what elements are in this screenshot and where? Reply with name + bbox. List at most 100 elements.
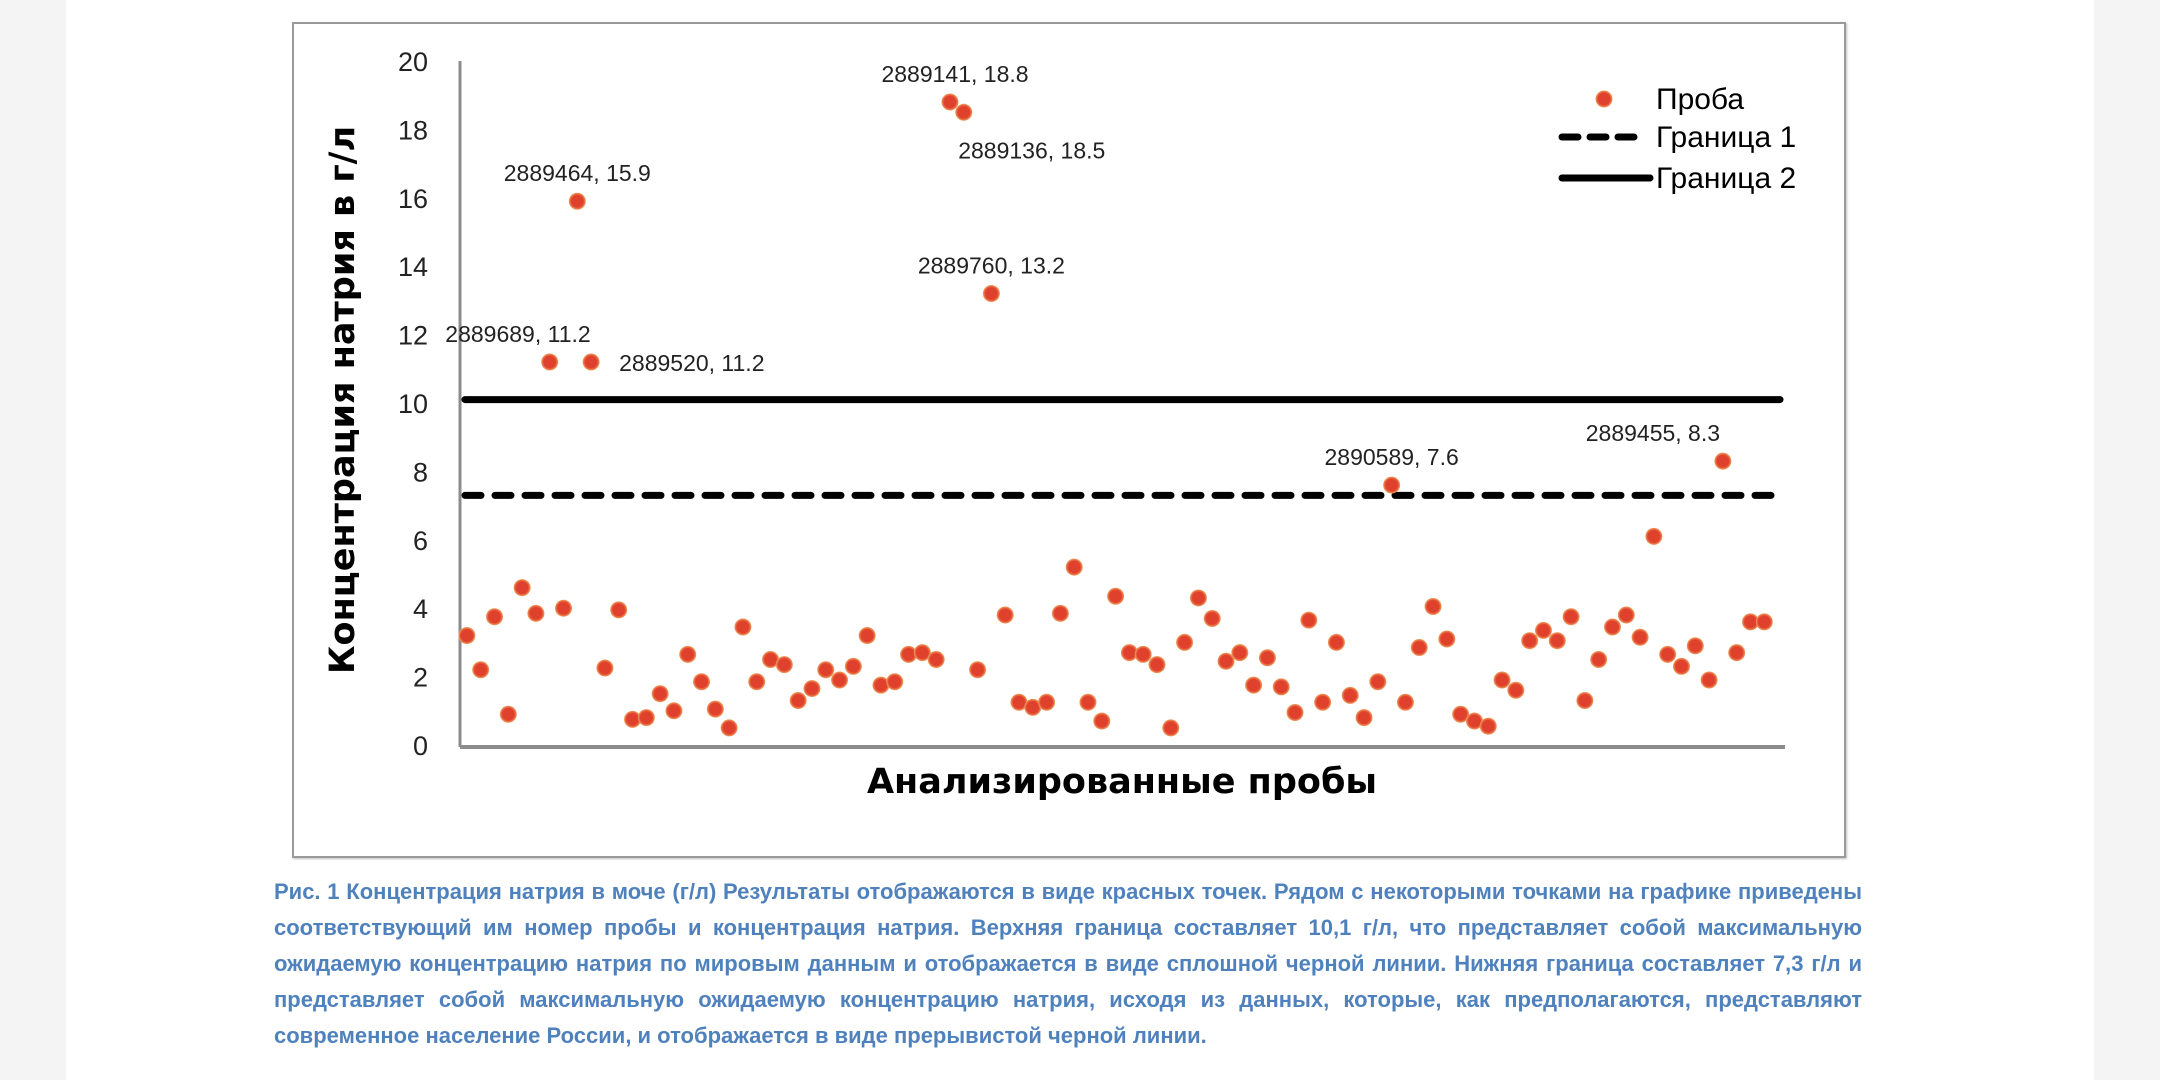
data-point [1383,476,1401,494]
data-point [541,353,559,371]
data-point [1272,678,1290,696]
data-point [1396,693,1414,711]
legend-label: Проба [1656,83,1744,116]
data-point [1134,645,1152,663]
data-point [1562,608,1580,626]
y-tick-label: 6 [413,526,428,556]
data-point [1645,527,1663,545]
data-point [844,657,862,675]
boundary-lines [461,396,1784,499]
data-point [1672,657,1690,675]
data-point [1341,686,1359,704]
data-point [1189,589,1207,607]
data-point [1548,632,1566,650]
data-point [775,656,793,674]
y-tick-labels: 0 2 4 6 8 10 12 14 16 18 20 [398,47,428,761]
data-point [665,702,683,720]
data-labels: 2889689, 11.2 2889464, 15.9 2889520, 11.2 2… [445,61,1720,470]
y-tick-label: 12 [398,321,428,351]
data-point [1700,671,1718,689]
data-point [1314,693,1332,711]
data-point [955,103,973,121]
data-point [1065,558,1083,576]
data-point [1452,705,1470,723]
data-point [1038,693,1056,711]
data-point [1355,709,1373,727]
data-point [527,604,545,622]
data-point [1507,681,1525,699]
y-tick-label: 4 [413,594,428,624]
data-point [1465,712,1483,730]
data-label: 2889760, 13.2 [918,253,1065,279]
data-label: 2889141, 18.8 [881,61,1028,87]
data-point [748,673,766,691]
data-point [734,618,752,636]
legend-label: Граница 2 [1656,162,1796,195]
y-tick-label: 20 [398,47,428,77]
data-point [762,651,780,668]
data-point [1327,633,1345,651]
data-point [624,710,642,728]
data-label: 2889464, 15.9 [504,160,651,186]
data-point [1286,704,1304,722]
data-point [1120,644,1138,662]
data-point [886,673,904,691]
data-point [1590,651,1608,668]
data-point [996,606,1014,624]
y-tick-label: 0 [413,731,428,761]
data-point [817,661,835,679]
data-point [941,93,959,111]
data-point [637,709,655,727]
data-point [1093,712,1111,730]
data-point [458,627,476,645]
data-point [1079,693,1097,711]
data-point [693,673,711,691]
data-point [1217,652,1235,670]
data-point [1258,649,1276,667]
data-point [1576,692,1594,710]
data-point [1617,606,1635,624]
data-point [969,661,987,679]
data-point [1521,632,1539,650]
data-point [1714,452,1732,470]
data-point [1438,630,1456,648]
data-point [803,680,821,698]
data-point [789,692,807,710]
data-point [1424,597,1442,615]
data-point [555,599,573,617]
y-tick-label: 14 [398,252,428,282]
data-point [1603,618,1621,636]
data-point [1534,621,1552,639]
data-point [568,192,586,210]
data-point [1410,639,1428,657]
data-point [472,661,490,679]
y-tick-label: 16 [398,184,428,214]
data-point [913,644,931,662]
data-point [900,645,918,663]
data-point [1245,676,1263,694]
data-point [486,608,504,626]
figure-caption: Рис. 1 Концентрация натрия в моче (г/л) … [274,879,1862,1048]
y-tick-label: 2 [413,663,428,693]
y-tick-label: 18 [398,115,428,145]
data-point [1203,609,1221,627]
data-point [610,601,628,619]
data-point [582,353,600,371]
data-point [679,645,697,663]
data-label: 2889520, 11.2 [619,350,764,376]
data-point [1051,604,1069,622]
data-point [1728,644,1746,662]
data-point [927,651,945,668]
y-tick-label: 10 [398,389,428,419]
data-point [1162,719,1180,737]
data-label: 2889689, 11.2 [445,321,590,347]
data-point [831,671,849,689]
data-point [1176,633,1194,651]
legend: Проба Граница 1 Граница 2 [1558,83,1796,195]
data-point [1493,671,1511,689]
data-point [1755,613,1773,631]
data-label: 2890589, 7.6 [1324,444,1458,470]
data-point [1741,613,1759,631]
data-label: 2889455, 8.3 [1586,420,1720,446]
